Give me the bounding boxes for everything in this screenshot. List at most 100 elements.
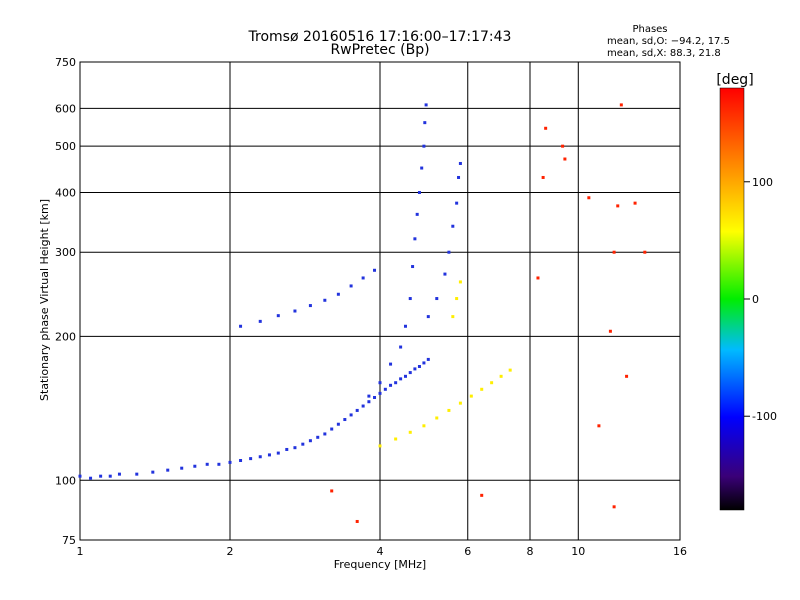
data-point xyxy=(117,472,121,476)
data-point xyxy=(411,265,415,269)
data-point xyxy=(378,391,382,395)
data-point xyxy=(217,462,221,466)
data-point xyxy=(417,364,421,368)
y-axis: 75 100 200 300 400 500 600 750 xyxy=(55,56,76,547)
data-point xyxy=(343,418,347,422)
colorbar-tick-label: 100 xyxy=(752,176,773,189)
data-point xyxy=(541,175,545,179)
data-point xyxy=(301,442,305,446)
data-point xyxy=(408,371,412,375)
chart-title: Tromsø 20160516 17:16:00–17:17:43 xyxy=(248,29,512,45)
data-point xyxy=(267,453,271,457)
x-axis: 1 2 4 6 8 10 16 xyxy=(77,545,688,558)
data-point xyxy=(378,381,382,385)
data-point xyxy=(435,297,439,301)
data-point xyxy=(643,250,647,254)
data-point xyxy=(205,462,209,466)
data-point xyxy=(417,190,421,194)
data-point xyxy=(180,466,184,470)
colorbar xyxy=(719,87,745,511)
x-tick-label: 6 xyxy=(464,545,471,558)
x-tick-label: 8 xyxy=(527,545,534,558)
data-point xyxy=(408,430,412,434)
data-point xyxy=(166,468,170,472)
grid xyxy=(80,62,680,540)
data-point xyxy=(426,315,430,319)
data-point xyxy=(499,374,503,378)
data-point xyxy=(249,457,253,461)
data-point xyxy=(355,408,359,412)
data-point xyxy=(151,470,155,474)
data-point xyxy=(276,451,280,455)
data-point xyxy=(367,400,371,404)
data-point xyxy=(316,435,320,439)
data-point xyxy=(389,383,393,387)
data-point xyxy=(458,161,462,165)
data-point xyxy=(330,427,334,431)
chart-subtitle: RwPretec (Bp) xyxy=(330,42,429,58)
x-tick-label: 10 xyxy=(571,545,585,558)
y-tick-label: 100 xyxy=(55,474,76,487)
data-point xyxy=(373,395,377,399)
stats-o: mean, sd,O: −94.2, 17.5 xyxy=(607,36,730,47)
y-tick-label: 500 xyxy=(55,140,76,153)
data-point xyxy=(403,324,407,328)
data-point xyxy=(426,357,430,361)
data-point xyxy=(367,394,371,398)
data-point xyxy=(361,276,365,280)
stats-x: mean, sd,X: 88.3, 21.8 xyxy=(607,48,721,59)
data-point xyxy=(608,329,612,333)
data-point xyxy=(508,368,512,372)
data-point xyxy=(422,424,426,428)
data-point xyxy=(330,489,334,493)
data-point xyxy=(447,250,451,254)
data-point xyxy=(457,175,461,179)
y-tick-label: 400 xyxy=(55,186,76,199)
data-point xyxy=(239,458,243,462)
data-point xyxy=(490,381,494,385)
data-point xyxy=(349,413,353,417)
data-point xyxy=(293,446,297,450)
data-point xyxy=(293,309,297,313)
data-point xyxy=(480,493,484,497)
data-point xyxy=(633,201,637,205)
data-point xyxy=(399,377,403,381)
data-point xyxy=(394,437,398,441)
data-point xyxy=(413,367,417,371)
data-points xyxy=(78,103,647,523)
data-point xyxy=(193,464,197,468)
data-point xyxy=(108,474,112,478)
colorbar-tick-label: 0 xyxy=(752,293,759,306)
data-point xyxy=(389,362,393,366)
data-point xyxy=(536,276,540,280)
data-point xyxy=(612,250,616,254)
colorbar-label: [deg] xyxy=(716,72,753,88)
data-point xyxy=(451,224,455,228)
data-point xyxy=(355,519,359,523)
data-point xyxy=(373,268,377,272)
data-point xyxy=(78,474,82,478)
data-point xyxy=(394,381,398,385)
data-point xyxy=(336,292,340,296)
data-point xyxy=(399,345,403,349)
data-point xyxy=(228,460,232,464)
data-point xyxy=(469,394,473,398)
data-point xyxy=(561,144,565,148)
data-point xyxy=(349,284,353,288)
data-point xyxy=(99,474,103,478)
y-tick-label: 600 xyxy=(55,102,76,115)
x-tick-label: 2 xyxy=(227,545,234,558)
data-point xyxy=(276,314,280,318)
data-point xyxy=(336,422,340,426)
data-point xyxy=(458,280,462,284)
data-point xyxy=(383,387,387,391)
y-tick-label: 750 xyxy=(55,56,76,69)
data-point xyxy=(323,432,327,436)
data-point xyxy=(597,424,601,428)
data-point xyxy=(408,297,412,301)
data-point xyxy=(423,121,427,125)
y-tick-label: 200 xyxy=(55,330,76,343)
data-point xyxy=(258,319,262,323)
data-point xyxy=(308,439,312,443)
